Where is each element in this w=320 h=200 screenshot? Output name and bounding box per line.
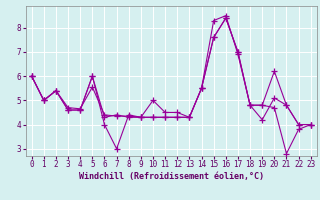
X-axis label: Windchill (Refroidissement éolien,°C): Windchill (Refroidissement éolien,°C) xyxy=(79,172,264,181)
